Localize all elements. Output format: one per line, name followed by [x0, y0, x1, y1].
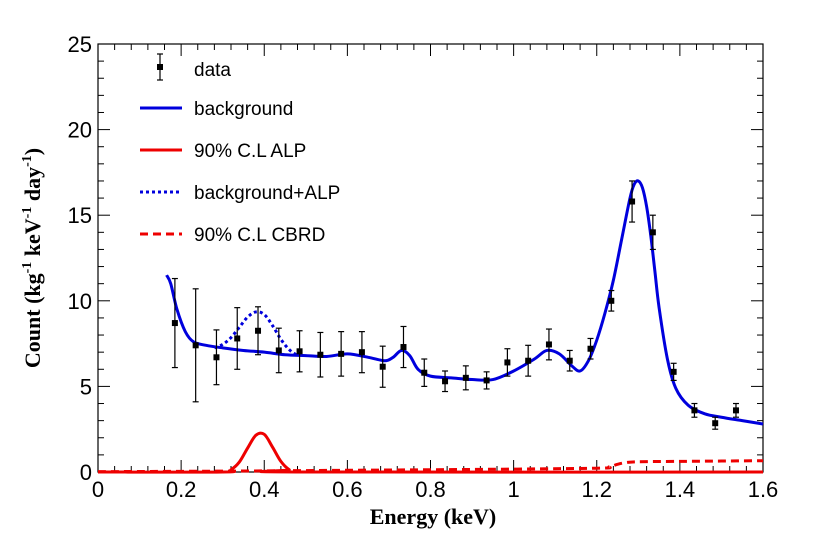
y-tick-label: 0 [80, 460, 92, 485]
data-point [442, 370, 449, 393]
x-tick-label: 1.6 [748, 477, 779, 502]
data-point [379, 345, 386, 388]
legend-item-background-plus-alp: background+ALP [140, 183, 340, 204]
y-axis-title: Count (kg-1 keV-1 day-1) [20, 148, 45, 368]
data-point [421, 358, 428, 387]
data-marker [712, 420, 719, 427]
data-point [171, 277, 178, 369]
axes: 0 0.2 0.4 0.6 0.8 1 1.2 1.4 1.6 0 5 10 15 20 25 [68, 32, 779, 502]
data-point [732, 402, 739, 418]
data-marker [421, 369, 428, 376]
y-tick-label: 25 [68, 32, 92, 57]
legend-label-data: data [194, 60, 231, 81]
data-marker [213, 354, 220, 361]
data-marker [504, 359, 511, 366]
background-plus-alp-curve [213, 310, 299, 357]
x-tick-label: 0.4 [249, 477, 280, 502]
data-point [525, 344, 532, 377]
y-tick-label: 20 [68, 118, 92, 143]
data-point [504, 348, 511, 377]
x-tick-label: 1.2 [581, 477, 612, 502]
data-marker [732, 407, 739, 414]
legend-item-alp: 90% C.L ALP [140, 141, 306, 162]
x-tick-label: 1.4 [665, 477, 696, 502]
alp-curve [97, 431, 764, 474]
data-point [691, 402, 698, 418]
data-marker [317, 351, 324, 358]
x-tick-label: 1 [508, 477, 520, 502]
legend-item-data: data [157, 53, 231, 81]
data-point [358, 331, 365, 374]
background-curve [165, 179, 764, 426]
data-marker [462, 374, 469, 381]
data-point [400, 325, 407, 369]
x-axis-title: Energy (keV) [370, 504, 496, 529]
data-marker [255, 327, 262, 334]
data-point [712, 416, 719, 430]
legend-label-background: background [194, 99, 293, 120]
data-marker [525, 357, 532, 364]
data-marker [587, 345, 594, 352]
data-marker [483, 377, 490, 384]
data-point [587, 337, 594, 360]
data-marker [192, 342, 199, 349]
data-point [296, 330, 303, 373]
data-marker [670, 368, 677, 375]
legend-label-alp: 90% C.L ALP [194, 141, 306, 162]
data-point [629, 180, 636, 223]
legend: data background 90% C.L ALP background+A… [140, 53, 340, 246]
x-tick-label: 0.2 [166, 477, 197, 502]
data-marker [296, 348, 303, 355]
legend-label-background-plus-alp: background+ALP [194, 183, 340, 204]
y-tick-label: 10 [68, 289, 92, 314]
data-point [192, 288, 199, 403]
data-point [566, 349, 573, 372]
data-point [213, 329, 220, 386]
data-point [462, 365, 469, 391]
y-tick-label: 15 [68, 203, 92, 228]
data-marker [234, 335, 241, 342]
data-point [338, 331, 345, 377]
data-marker [358, 349, 365, 356]
data-marker [545, 341, 552, 348]
data-point [608, 289, 615, 312]
data-marker [691, 407, 698, 414]
curves [97, 179, 764, 474]
data-marker [338, 350, 345, 357]
legend-label-cbrd: 90% C.L CBRD [194, 225, 325, 246]
y-tick-label: 5 [80, 374, 92, 399]
x-tick-label: 0 [92, 477, 104, 502]
data-point [275, 327, 282, 374]
data-points [171, 180, 739, 430]
x-tick-label: 0.8 [415, 477, 446, 502]
data-marker [649, 229, 656, 236]
data-marker [566, 357, 573, 364]
data-marker [608, 297, 615, 304]
data-marker [442, 378, 449, 385]
legend-item-background: background [140, 99, 293, 120]
data-point [649, 214, 656, 251]
x-tick-label: 0.6 [332, 477, 363, 502]
data-marker [171, 320, 178, 327]
data-point [317, 331, 324, 378]
data-marker [275, 347, 282, 354]
data-point [483, 371, 490, 390]
data-point [670, 362, 677, 382]
data-point [234, 307, 241, 370]
data-point [255, 306, 262, 356]
data-marker [400, 344, 407, 351]
data-marker [629, 198, 636, 205]
data-point [545, 328, 552, 361]
data-marker [379, 363, 386, 370]
legend-item-cbrd: 90% C.L CBRD [140, 225, 325, 246]
